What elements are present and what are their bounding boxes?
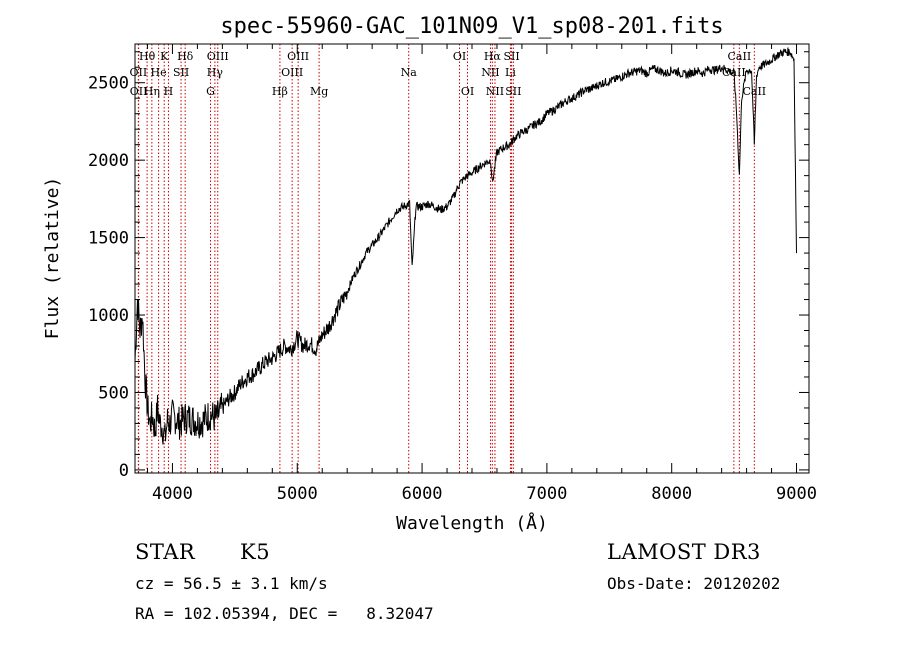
line-label-19: Hα — [484, 50, 502, 63]
object-subclass: K5 — [240, 540, 271, 564]
line-label-13: OIII — [281, 66, 303, 79]
y-tick-label: 1000 — [88, 306, 129, 326]
chart-title: spec-55960-GAC_101N09_V1_sp08-201.fits — [220, 14, 723, 39]
line-label-22: SII — [503, 50, 519, 63]
y-tick-label: 2500 — [88, 74, 129, 94]
line-label-23: Li — [505, 66, 516, 79]
line-label-1: OII — [130, 66, 148, 79]
line-label-10: Hγ — [207, 66, 224, 79]
x-tick-label: 7000 — [526, 484, 567, 504]
x-axis-label: Wavelength (Å) — [396, 512, 548, 534]
redshift-readout: cz = 56.5 ± 3.1 km/s — [135, 574, 328, 593]
line-label-27: CaII — [742, 85, 766, 98]
line-label-7: SII — [173, 66, 189, 79]
y-tick-label: 1500 — [88, 229, 129, 249]
line-label-25: CaII — [722, 66, 746, 79]
y-tick-label: 0 — [119, 461, 129, 481]
line-label-18: OI — [461, 85, 474, 98]
line-label-0: Hθ — [139, 50, 156, 63]
spectrum-series — [134, 47, 797, 445]
coordinates: RA = 102.05394, DEC = 8.32047 — [135, 604, 434, 623]
line-label-5: K — [160, 50, 169, 63]
x-tick-label: 5000 — [277, 484, 318, 504]
line-label-14: OIII — [287, 50, 309, 63]
line-label-17: OI — [453, 50, 466, 63]
line-label-3: Hη — [144, 85, 160, 98]
line-label-21: NII — [486, 85, 504, 98]
line-label-11: G — [206, 85, 215, 98]
axis-ticks: 4000 5000 6000 7000 8000 9000 0 500 1000 1500 2000… — [88, 44, 817, 504]
object-class: STAR — [135, 540, 196, 564]
line-label-26: CaII — [728, 50, 752, 63]
line-label-4: He — [151, 66, 167, 79]
spectrum-chart: 4000 5000 6000 7000 8000 9000 0 500 1000 1500 2000… — [42, 14, 817, 534]
line-label-2: OII — [130, 85, 148, 98]
plot-frame — [134, 43, 810, 474]
emission-line-markers — [137, 44, 755, 473]
line-label-24: SII — [505, 85, 521, 98]
y-axis-label: Flux (relative) — [42, 177, 63, 340]
x-tick-label: 9000 — [776, 484, 817, 504]
y-tick-label: 500 — [98, 383, 129, 403]
line-label-12: Hβ — [272, 85, 288, 98]
spectrum-line — [134, 47, 797, 445]
line-label-16: Na — [401, 66, 418, 79]
line-label-20: NII — [481, 66, 499, 79]
x-tick-label: 4000 — [152, 484, 193, 504]
line-label-6: H — [164, 85, 174, 98]
line-label-9: OIII — [207, 50, 229, 63]
obs-date: Obs-Date: 20120202 — [607, 574, 781, 593]
line-label-8: Hδ — [177, 50, 194, 63]
line-label-15: Mg — [310, 85, 328, 98]
y-tick-label: 2000 — [88, 151, 129, 171]
x-tick-label: 8000 — [651, 484, 692, 504]
survey-name: LAMOST DR3 — [607, 540, 761, 564]
x-tick-label: 6000 — [402, 484, 443, 504]
